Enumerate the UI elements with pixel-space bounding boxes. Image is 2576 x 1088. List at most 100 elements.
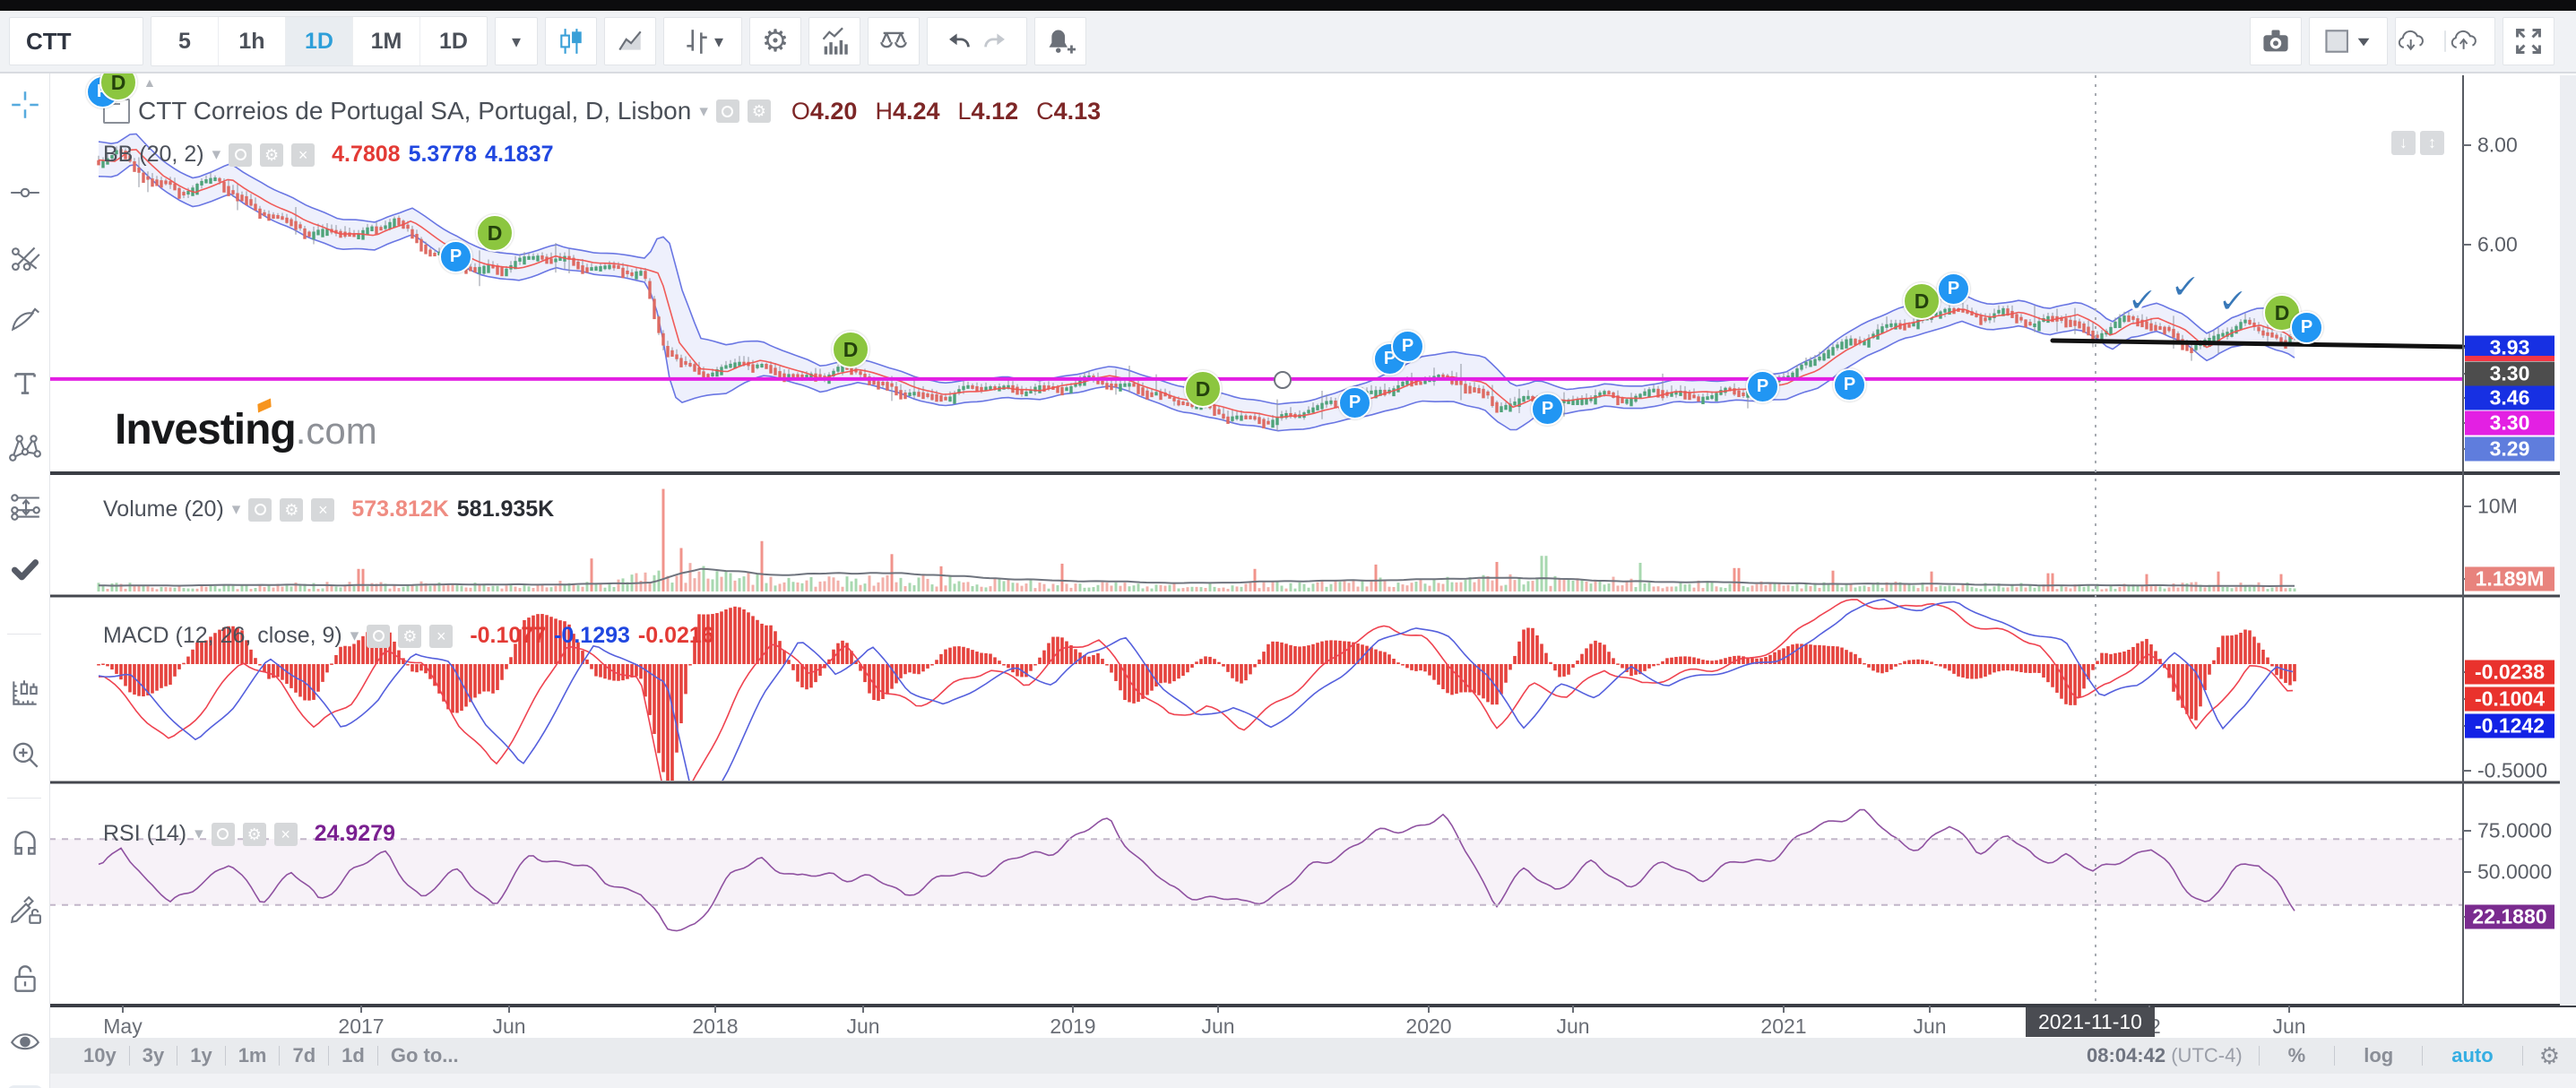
- dividend-marker[interactable]: D: [476, 214, 514, 252]
- interval-dropdown-button[interactable]: ▾: [495, 17, 538, 65]
- volume-label[interactable]: Volume (20): [103, 497, 224, 522]
- eye-icon[interactable]: [7, 1023, 43, 1059]
- time-axis-label: Jun: [846, 1015, 880, 1038]
- crosshair-date-tooltip: 2021-11-10: [2026, 1007, 2155, 1037]
- close-icon[interactable]: ×: [429, 624, 454, 648]
- split-marker[interactable]: P: [1833, 368, 1866, 402]
- percent-scale-button[interactable]: %: [2287, 1044, 2306, 1066]
- range-button-10y[interactable]: 10y: [83, 1044, 117, 1066]
- line-anchor-point[interactable]: [1274, 371, 1292, 389]
- macd-label[interactable]: MACD (12, 26, close, 9): [103, 623, 342, 648]
- interval-button-1d[interactable]: 1D: [286, 17, 353, 65]
- bar-style-button[interactable]: ▾: [663, 17, 742, 65]
- split-marker[interactable]: P: [439, 240, 472, 273]
- dividend-marker[interactable]: D: [832, 331, 869, 368]
- cloud-sync-button[interactable]: [2395, 17, 2495, 65]
- macd-badge: -0.1242: [2465, 713, 2554, 738]
- magnet-icon[interactable]: [7, 826, 43, 862]
- visibility-button[interactable]: [715, 99, 739, 123]
- xabcd-pattern-icon[interactable]: [7, 429, 43, 465]
- range-button-1d[interactable]: 1d: [341, 1044, 365, 1066]
- split-marker[interactable]: P: [1338, 386, 1371, 419]
- time-axis-label: Jun: [1556, 1015, 1590, 1038]
- trend-line-icon[interactable]: [7, 175, 43, 211]
- macd-badge: -0.1004: [2465, 686, 2554, 712]
- log-scale-button[interactable]: log: [2364, 1044, 2394, 1066]
- area-button[interactable]: [604, 17, 656, 65]
- crosshair-icon[interactable]: [7, 87, 43, 123]
- close-icon[interactable]: ×: [273, 822, 298, 846]
- layout-button[interactable]: [2309, 17, 2388, 65]
- alert-button[interactable]: [1034, 17, 1086, 65]
- settings-button[interactable]: ⚙: [398, 624, 422, 648]
- visibility-button[interactable]: [229, 142, 253, 167]
- clock[interactable]: 08:04:42 (UTC-4): [2087, 1044, 2243, 1066]
- chevron-down-icon[interactable]: ▾: [212, 145, 221, 164]
- chevron-down-icon[interactable]: ▾: [231, 500, 241, 519]
- split-marker[interactable]: P: [1531, 393, 1564, 426]
- measure-icon[interactable]: [7, 675, 43, 711]
- zoom-in-icon[interactable]: [7, 738, 43, 773]
- symbol-button[interactable]: CTT: [9, 17, 143, 65]
- goto-button[interactable]: Go to...: [390, 1044, 459, 1066]
- interval-button-1m[interactable]: 1M: [353, 17, 420, 65]
- pitchfork-icon[interactable]: [7, 239, 43, 275]
- candlestick-button[interactable]: [545, 17, 597, 65]
- chevron-down-icon[interactable]: ▾: [699, 101, 708, 121]
- link-icon[interactable]: [7, 1085, 43, 1088]
- split-marker[interactable]: P: [1391, 330, 1424, 363]
- settings-button[interactable]: ⚙: [280, 497, 304, 522]
- range-button-7d[interactable]: 7d: [292, 1044, 316, 1066]
- range-button-1y[interactable]: 1y: [190, 1044, 212, 1066]
- projection-icon[interactable]: [7, 488, 43, 524]
- time-axis-label: Jun: [1201, 1015, 1235, 1038]
- settings-button[interactable]: ⚙: [749, 17, 801, 65]
- drawing-toolbar: [0, 73, 50, 1088]
- bb-label[interactable]: BB (20, 2): [103, 142, 204, 167]
- text-icon[interactable]: [7, 366, 43, 402]
- settings-button[interactable]: ⚙: [242, 822, 266, 846]
- undo-redo-button[interactable]: [927, 17, 1027, 65]
- interval-button-1d[interactable]: 1D: [439, 28, 468, 54]
- check-flag-icon[interactable]: ✔: [2169, 264, 2202, 308]
- scale-updown-arrow-button[interactable]: ↕: [2420, 131, 2444, 155]
- interval-button-5[interactable]: 5: [151, 17, 219, 65]
- price-badge: 3.29: [2465, 436, 2554, 462]
- range-button-3y[interactable]: 3y: [142, 1044, 165, 1066]
- axis-settings-gear-icon[interactable]: ⚙: [2538, 1042, 2560, 1069]
- check-flag-icon[interactable]: ✔: [2217, 279, 2250, 323]
- visibility-button[interactable]: [248, 497, 272, 522]
- indicators-button[interactable]: [808, 17, 860, 65]
- visibility-button[interactable]: [367, 624, 391, 648]
- chevron-down-icon[interactable]: ▾: [194, 825, 203, 843]
- interval-button-1h[interactable]: 1h: [219, 17, 286, 65]
- settings-button[interactable]: ⚙: [260, 142, 284, 167]
- range-button-1m[interactable]: 1m: [238, 1044, 267, 1066]
- top-toolbar: CTT 5 1h 1D 1M 1D ▾ ▾ ⚙: [0, 11, 2576, 73]
- dividend-marker[interactable]: D: [1184, 370, 1222, 408]
- camera-button[interactable]: [2250, 17, 2302, 65]
- chevron-down-icon[interactable]: ▾: [350, 626, 359, 645]
- split-marker[interactable]: P: [2290, 311, 2323, 344]
- lock-icon[interactable]: [7, 961, 43, 997]
- compare-button[interactable]: [868, 17, 920, 65]
- chart-tool-buttons: ▾ ⚙: [545, 17, 1086, 65]
- split-marker[interactable]: P: [1746, 370, 1779, 403]
- rsi-label[interactable]: RSI (14): [103, 821, 187, 846]
- time-axis-label: 2021: [1760, 1015, 1807, 1038]
- visibility-button[interactable]: [211, 822, 235, 846]
- dividend-marker[interactable]: D: [1903, 282, 1941, 320]
- auto-scale-button[interactable]: auto: [2451, 1044, 2494, 1066]
- split-marker[interactable]: P: [1937, 272, 1970, 306]
- settings-button[interactable]: ⚙: [747, 99, 771, 123]
- close-icon[interactable]: ×: [291, 142, 316, 167]
- symbol-title[interactable]: CTT Correios de Portugal SA, Portugal, D…: [138, 97, 692, 125]
- draw-lock-icon[interactable]: [7, 892, 43, 928]
- fullscreen-button[interactable]: [2503, 17, 2554, 65]
- toolbar-collapse-arrow[interactable]: ▲: [143, 75, 156, 90]
- scale-down-arrow-button[interactable]: ↓: [2391, 131, 2416, 155]
- check-icon[interactable]: [7, 551, 43, 587]
- check-flag-icon[interactable]: ✔: [2126, 278, 2159, 322]
- brush-icon[interactable]: [7, 301, 43, 337]
- close-icon[interactable]: ×: [311, 497, 335, 522]
